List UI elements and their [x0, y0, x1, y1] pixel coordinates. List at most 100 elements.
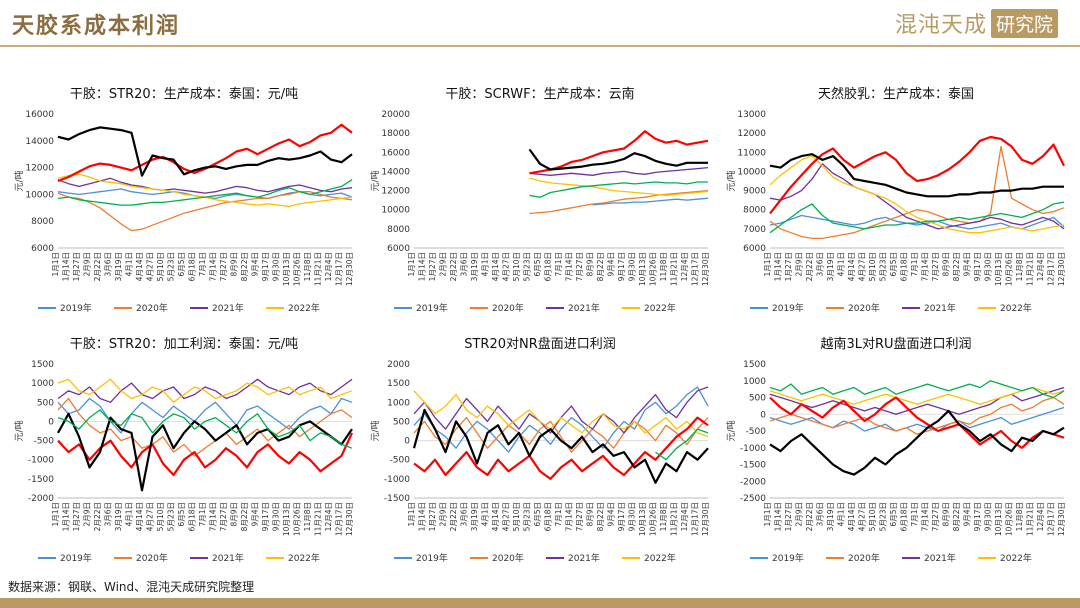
x-tick-label: 11月21日 [314, 502, 323, 536]
x-tick-label: 7月14日 [209, 252, 218, 281]
series-line-0 [413, 386, 709, 453]
y-tick-label: 500 [393, 417, 410, 427]
x-tick-label: 4月14日 [847, 252, 856, 281]
y-tick-label: -1000 [384, 475, 410, 485]
legend-label: 2021年 [924, 302, 956, 314]
x-tick-label: 1月1日 [763, 252, 772, 277]
x-tick-label: 1月14日 [62, 252, 71, 281]
x-tick-label: 5月10日 [512, 252, 521, 281]
x-tick-label: 4月27日 [858, 252, 867, 281]
x-tick-label: 7月27日 [219, 502, 228, 531]
chart-title: 干胶：SCRWF：生产成本：云南 [445, 86, 634, 102]
x-tick-label: 11月8日 [1015, 252, 1024, 281]
series-line-3 [57, 173, 353, 208]
series-line-1 [413, 416, 709, 453]
x-tick-label: 3月6日 [104, 502, 113, 527]
x-tick-label: 1月27日 [784, 252, 793, 281]
x-tick-label: 5月10日 [156, 502, 165, 531]
x-tick-label: 10月13日 [638, 502, 647, 536]
legend-label: 2019年 [416, 552, 448, 564]
x-tick-label: 11月8日 [303, 252, 312, 281]
x-tick-label: 6月5日 [533, 252, 542, 277]
x-tick-label: 9月30日 [628, 502, 637, 531]
x-tick-label: 11月21日 [670, 502, 679, 536]
x-tick-label: 9月30日 [984, 252, 993, 281]
y-axis-label: 元/吨 [725, 170, 737, 191]
y-tick-label: 500 [37, 398, 54, 408]
x-tick-label: 3月6日 [460, 502, 469, 527]
y-tick-label: 10000 [381, 206, 410, 216]
y-tick-label: 7000 [743, 225, 766, 235]
x-tick-label: 4月14日 [135, 502, 144, 531]
x-tick-label: 11月8日 [303, 502, 312, 531]
x-tick-label: 4月27日 [146, 502, 155, 531]
x-tick-label: 2月22日 [449, 502, 458, 531]
series-line-3 [769, 155, 1065, 234]
x-tick-label: 4月14日 [491, 252, 500, 281]
x-tick-label: 1月27日 [72, 502, 81, 531]
series-line-2 [529, 166, 709, 176]
x-tick-label: 4月1日 [837, 502, 846, 527]
x-tick-label: 10月13日 [282, 502, 291, 536]
x-tick-label: 2月22日 [449, 252, 458, 281]
x-tick-label: 5月10日 [868, 252, 877, 281]
legend-label: 2019年 [416, 302, 448, 314]
x-tick-label: 1月1日 [407, 252, 416, 277]
legend-label: 2020年 [136, 552, 168, 564]
x-tick-label: 8月9日 [230, 252, 239, 277]
x-tick-label: 5月10日 [156, 252, 165, 281]
x-tick-label: 12月30日 [701, 252, 710, 286]
y-tick-label: 16000 [381, 148, 410, 158]
series-line-1 [57, 191, 353, 232]
series-line-1 [769, 145, 1065, 240]
chart-panel-3l-ru-profit: 越南3L对RU盘面进口利润 元/吨 -2500 -2000 -1500 -1000 -500… [720, 326, 1072, 576]
x-tick-label: 12月4日 [324, 502, 333, 531]
legend-label: 2021年 [568, 552, 600, 564]
series-line-2 [769, 163, 1065, 230]
x-tick-label: 8月22日 [952, 502, 961, 531]
x-tick-label: 8月9日 [586, 502, 595, 527]
y-axis-label: 元/吨 [369, 170, 381, 191]
x-tick-label: 7月1日 [554, 502, 563, 527]
y-tick-label: -1500 [28, 475, 54, 485]
y-tick-label: 1500 [31, 360, 54, 370]
chart-svg: 干胶：STR20：加工利润：泰国：元/吨元/吨 -2000 -1500 -1000 -5… [13, 336, 354, 564]
x-tick-label: 4月14日 [491, 502, 500, 531]
series-line-6 [529, 181, 708, 198]
x-tick-label: 12月4日 [1036, 502, 1045, 531]
legend-label: 2021年 [924, 552, 956, 564]
chart-svg: 干胶：SCRWF：生产成本：云南元/吨 6000 8000 10000 12000 140… [369, 86, 710, 314]
x-tick-label: 2月9日 [83, 502, 92, 527]
chart-svg: 干胶：STR20：生产成本：泰国：元/吨元/吨 6000 8000 10000 1200… [13, 86, 354, 314]
y-tick-label: 6000 [387, 244, 410, 254]
x-tick-label: 6月18日 [188, 502, 197, 531]
x-tick-label: 3月19日 [470, 502, 479, 531]
x-tick-label: 1月14日 [62, 502, 71, 531]
footer-bar [0, 598, 1080, 608]
series-line-0 [592, 197, 709, 206]
x-tick-label: 3月6日 [104, 252, 113, 277]
y-axis-label: 元/吨 [725, 420, 737, 441]
y-tick-label: 0 [760, 410, 766, 420]
x-tick-label: 1月27日 [428, 502, 437, 531]
y-tick-label: 8000 [31, 217, 54, 227]
x-tick-label: 2月22日 [805, 252, 814, 281]
y-axis-label: 元/吨 [13, 420, 25, 441]
y-axis-label: 元/吨 [13, 170, 25, 191]
chart-panel-scrwf-cost: 干胶：SCRWF：生产成本：云南 元/吨 6000 8000 10000 12000 140… [364, 76, 716, 326]
x-tick-label: 12月4日 [680, 502, 689, 531]
x-tick-label: 11月21日 [314, 252, 323, 286]
x-tick-label: 9月30日 [628, 252, 637, 281]
y-tick-label: -500 [746, 427, 767, 437]
legend-label: 2020年 [136, 302, 168, 314]
x-tick-label: 12月17日 [335, 252, 344, 286]
data-source-note: 数据来源：钢联、Wind、混沌天成研究院整理 [8, 580, 255, 594]
x-tick-label: 2月22日 [93, 252, 102, 281]
x-tick-label: 4月27日 [858, 502, 867, 531]
x-tick-label: 1月14日 [418, 252, 427, 281]
x-tick-label: 5月23日 [879, 502, 888, 531]
brand-logo: 混沌天成 研究院 [895, 8, 1058, 38]
x-tick-label: 7月27日 [575, 252, 584, 281]
chart-title: 干胶：STR20：加工利润：泰国：元/吨 [70, 336, 298, 352]
x-tick-label: 3月19日 [826, 502, 835, 531]
